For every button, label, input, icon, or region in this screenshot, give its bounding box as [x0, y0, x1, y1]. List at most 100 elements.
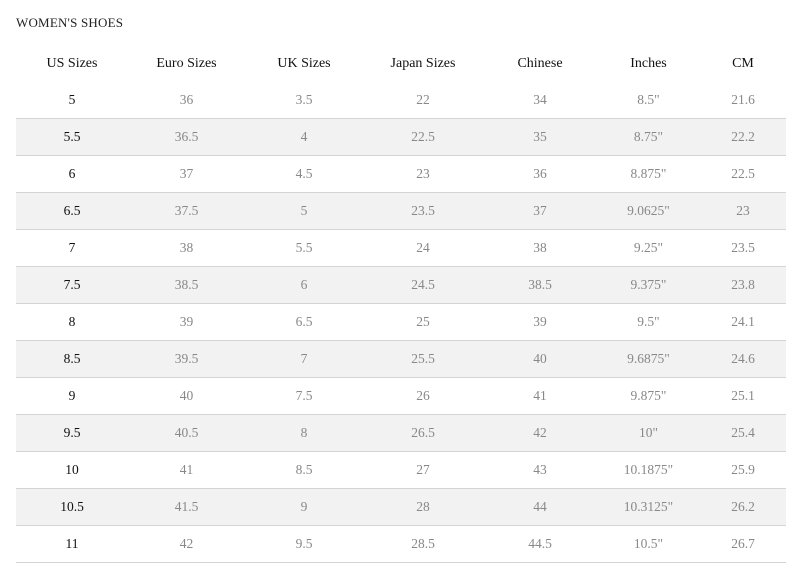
table-cell: 24.1: [700, 303, 786, 341]
table-cell: 23: [363, 155, 483, 193]
table-cell: 26: [363, 377, 483, 415]
table-cell: 4: [245, 118, 363, 156]
table-row: 9.5 40.5 8 26.5 42 10" 25.4: [16, 414, 786, 452]
page-title: WOMEN'S SHOES: [16, 15, 124, 30]
table-cell: 9.875": [597, 377, 700, 415]
table-cell: 8.875": [597, 155, 700, 193]
table-row: 5 36 3.5 22 34 8.5" 21.6: [16, 82, 786, 119]
table-cell: 5: [245, 192, 363, 230]
table-cell: 26.5: [363, 414, 483, 452]
column-header: US Sizes: [46, 55, 98, 71]
table-cell: 9: [16, 377, 128, 415]
table-cell: 27: [363, 451, 483, 489]
table-cell: 4.5: [245, 155, 363, 193]
table-cell: 25.1: [700, 377, 786, 415]
table-cell: 22: [363, 82, 483, 119]
table-cell: 25.5: [363, 340, 483, 378]
table-row: 6.5 37.5 5 23.5 37 9.0625" 23: [16, 192, 786, 230]
table-cell: 34: [483, 82, 597, 119]
table-cell: 36: [128, 82, 245, 119]
table-row: 5.5 36.5 4 22.5 35 8.75" 22.2: [16, 118, 786, 156]
table-cell: 36: [483, 155, 597, 193]
table-cell: 37: [483, 192, 597, 230]
table-cell: 37: [128, 155, 245, 193]
table-cell: 6: [245, 266, 363, 304]
table-cell: 26.7: [700, 525, 786, 563]
table-cell: 5.5: [245, 229, 363, 267]
table-cell: 8.5: [245, 451, 363, 489]
table-cell: 24.5: [363, 266, 483, 304]
table-cell: 24: [363, 229, 483, 267]
table-row: 6 37 4.5 23 36 8.875" 22.5: [16, 155, 786, 193]
table-cell: 23: [700, 192, 786, 230]
table-cell: 41: [483, 377, 597, 415]
table-cell: 6: [16, 155, 128, 193]
table-cell: 37.5: [128, 192, 245, 230]
table-cell: 28: [363, 488, 483, 526]
table-cell: 38: [483, 229, 597, 267]
table-header-row: US Sizes Euro Sizes UK Sizes Japan Sizes Chi…: [16, 45, 786, 82]
table-cell: 24.6: [700, 340, 786, 378]
table-cell: 9.5": [597, 303, 700, 341]
column-header: CM: [732, 55, 754, 71]
table-cell: 10.5: [16, 488, 128, 526]
table-cell: 40: [128, 377, 245, 415]
table-cell: 9.6875": [597, 340, 700, 378]
table-cell: 41: [128, 451, 245, 489]
table-cell: 3.5: [245, 82, 363, 119]
table-cell: 22.5: [363, 118, 483, 156]
table-cell: 5: [16, 82, 128, 119]
table-cell: 10.3125": [597, 488, 700, 526]
table-cell: 22.5: [700, 155, 786, 193]
table-cell: 38.5: [483, 266, 597, 304]
table-cell: 21.6: [700, 82, 786, 119]
table-cell: 10: [16, 451, 128, 489]
table-cell: 22.2: [700, 118, 786, 156]
table-cell: 8: [245, 414, 363, 452]
table-cell: 5.5: [16, 118, 128, 156]
table-cell: 39.5: [128, 340, 245, 378]
table-cell: 25: [363, 303, 483, 341]
table-cell: 36.5: [128, 118, 245, 156]
table-cell: 35: [483, 118, 597, 156]
table-cell: 23.5: [700, 229, 786, 267]
table-row: 7.5 38.5 6 24.5 38.5 9.375" 23.8: [16, 266, 786, 304]
table-cell: 6.5: [245, 303, 363, 341]
table-cell: 23.8: [700, 266, 786, 304]
table-cell: 40: [483, 340, 597, 378]
table-cell: 44: [483, 488, 597, 526]
column-header: Inches: [630, 55, 667, 71]
table-cell: 10.5": [597, 525, 700, 563]
table-cell: 7.5: [245, 377, 363, 415]
table-cell: 11: [16, 525, 128, 563]
table-cell: 40.5: [128, 414, 245, 452]
table-cell: 9.5: [245, 525, 363, 563]
table-cell: 8.5": [597, 82, 700, 119]
table-row: 7 38 5.5 24 38 9.25" 23.5: [16, 229, 786, 267]
table-row: 8.5 39.5 7 25.5 40 9.6875" 24.6: [16, 340, 786, 378]
table-cell: 42: [128, 525, 245, 563]
table-cell: 8.75": [597, 118, 700, 156]
table-cell: 28.5: [363, 525, 483, 563]
table-cell: 43: [483, 451, 597, 489]
table-cell: 39: [483, 303, 597, 341]
table-cell: 10": [597, 414, 700, 452]
size-chart-table: US Sizes Euro Sizes UK Sizes Japan Sizes Chi…: [16, 45, 786, 563]
column-header: Euro Sizes: [156, 55, 217, 71]
table-cell: 25.4: [700, 414, 786, 452]
table-cell: 7: [245, 340, 363, 378]
table-cell: 7: [16, 229, 128, 267]
column-header: UK Sizes: [277, 55, 331, 71]
table-cell: 8.5: [16, 340, 128, 378]
table-cell: 9.0625": [597, 192, 700, 230]
table-cell: 44.5: [483, 525, 597, 563]
table-cell: 26.2: [700, 488, 786, 526]
table-row: 11 42 9.5 28.5 44.5 10.5" 26.7: [16, 525, 786, 563]
table-cell: 23.5: [363, 192, 483, 230]
table-cell: 7.5: [16, 266, 128, 304]
table-cell: 10.1875": [597, 451, 700, 489]
table-cell: 6.5: [16, 192, 128, 230]
table-cell: 38: [128, 229, 245, 267]
table-cell: 9: [245, 488, 363, 526]
table-cell: 38.5: [128, 266, 245, 304]
